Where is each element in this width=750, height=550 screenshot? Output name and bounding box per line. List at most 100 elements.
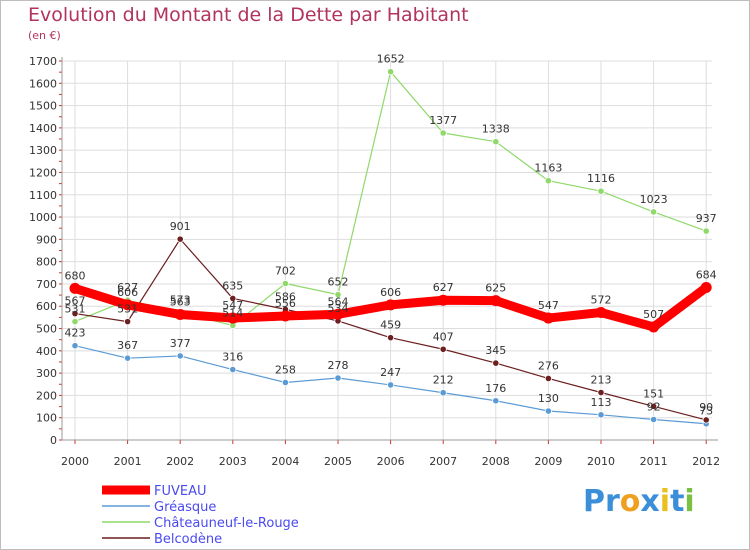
x-tick-label: 2006 [377, 455, 405, 468]
data-label: 345 [485, 344, 506, 357]
data-point [334, 374, 342, 382]
data-label: 567 [65, 295, 86, 308]
data-point [595, 306, 607, 318]
y-tick-label: 100 [36, 412, 57, 425]
logo-letter: x [640, 484, 660, 519]
data-point [437, 294, 449, 306]
data-label: 625 [485, 282, 506, 295]
data-point [544, 374, 553, 383]
data-point [492, 397, 500, 405]
data-label: 130 [538, 392, 559, 405]
data-label: 586 [275, 290, 296, 303]
data-point [176, 352, 184, 360]
y-tick-label: 800 [36, 256, 57, 269]
data-label: 572 [591, 293, 612, 306]
data-point [597, 187, 605, 195]
data-label: 377 [170, 337, 191, 350]
data-point [279, 310, 291, 322]
x-tick-label: 2011 [640, 455, 668, 468]
logo-letter: i [659, 484, 671, 519]
logo-letter: t [670, 484, 685, 519]
data-label: 702 [275, 264, 296, 277]
logo-letter: o [619, 484, 641, 519]
legend-label: Gréasque [154, 500, 216, 515]
data-point [281, 279, 289, 288]
data-label: 627 [117, 281, 138, 294]
y-tick-label: 500 [36, 323, 57, 336]
data-point [648, 321, 660, 333]
data-point [702, 416, 710, 424]
data-label: 680 [65, 269, 86, 282]
data-label: 534 [328, 302, 349, 315]
data-point [227, 312, 239, 324]
data-point [281, 378, 289, 387]
data-label: 1163 [534, 162, 562, 175]
data-label: 901 [170, 220, 191, 233]
x-tick-label: 2005 [324, 455, 352, 468]
logo-letter: r [605, 484, 620, 519]
data-point [597, 411, 605, 419]
data-label: 459 [380, 319, 401, 332]
legend-label: FUVEAU [154, 484, 207, 499]
data-point [229, 365, 237, 374]
data-point [386, 381, 395, 389]
y-tick-label: 0 [50, 434, 57, 447]
data-point [229, 294, 237, 303]
y-tick-label: 600 [36, 300, 57, 313]
x-tick-label: 2012 [692, 455, 720, 468]
data-label: 606 [117, 286, 138, 299]
data-point [490, 295, 502, 307]
y-tick-label: 200 [36, 389, 57, 402]
data-point [649, 415, 658, 424]
legend-label: Châteauneuf-le-Rouge [154, 516, 299, 531]
data-label: 684 [696, 269, 717, 282]
proxiti-logo: Proxiti [583, 484, 695, 519]
data-label: 176 [485, 382, 506, 395]
data-point [385, 299, 397, 311]
data-label: 573 [170, 293, 191, 306]
data-point [439, 389, 447, 397]
data-point [542, 312, 554, 324]
x-tick-label: 2003 [219, 455, 247, 468]
data-point [386, 68, 395, 76]
data-label: 73 [699, 405, 713, 418]
data-point [702, 227, 710, 235]
data-point [71, 342, 79, 350]
data-label: 547 [538, 299, 559, 312]
data-label: 276 [538, 359, 559, 372]
data-label: 1338 [482, 123, 510, 136]
data-label: 547 [222, 299, 243, 312]
x-tick-label: 2008 [482, 455, 510, 468]
x-tick-label: 2001 [114, 455, 142, 468]
data-label: 937 [696, 212, 717, 225]
y-tick-label: 1500 [29, 100, 57, 113]
data-label: 564 [328, 295, 349, 308]
data-point [124, 354, 132, 362]
data-label: 212 [433, 374, 454, 387]
chart-subtitle: (en €) [28, 29, 61, 42]
chart-title: Evolution du Montant de la Dette par Hab… [28, 4, 469, 26]
data-point [124, 318, 132, 326]
data-label: 367 [117, 339, 138, 352]
x-tick-label: 2004 [271, 455, 299, 468]
data-label: 423 [65, 327, 86, 340]
data-point [439, 129, 447, 137]
data-label: 113 [591, 396, 612, 409]
data-point [649, 208, 658, 216]
data-label: 507 [643, 308, 664, 321]
data-label: 316 [222, 351, 243, 364]
data-point [439, 345, 447, 353]
x-tick-label: 2002 [166, 455, 194, 468]
data-point [597, 388, 605, 397]
data-point [122, 299, 134, 311]
data-label: 514 [222, 306, 243, 319]
y-tick-label: 1100 [29, 189, 57, 202]
data-point [492, 359, 500, 367]
data-label: 278 [328, 359, 349, 372]
data-label: 247 [380, 366, 401, 379]
data-point [334, 291, 342, 299]
data-point [544, 407, 553, 415]
data-label: 652 [328, 276, 349, 289]
